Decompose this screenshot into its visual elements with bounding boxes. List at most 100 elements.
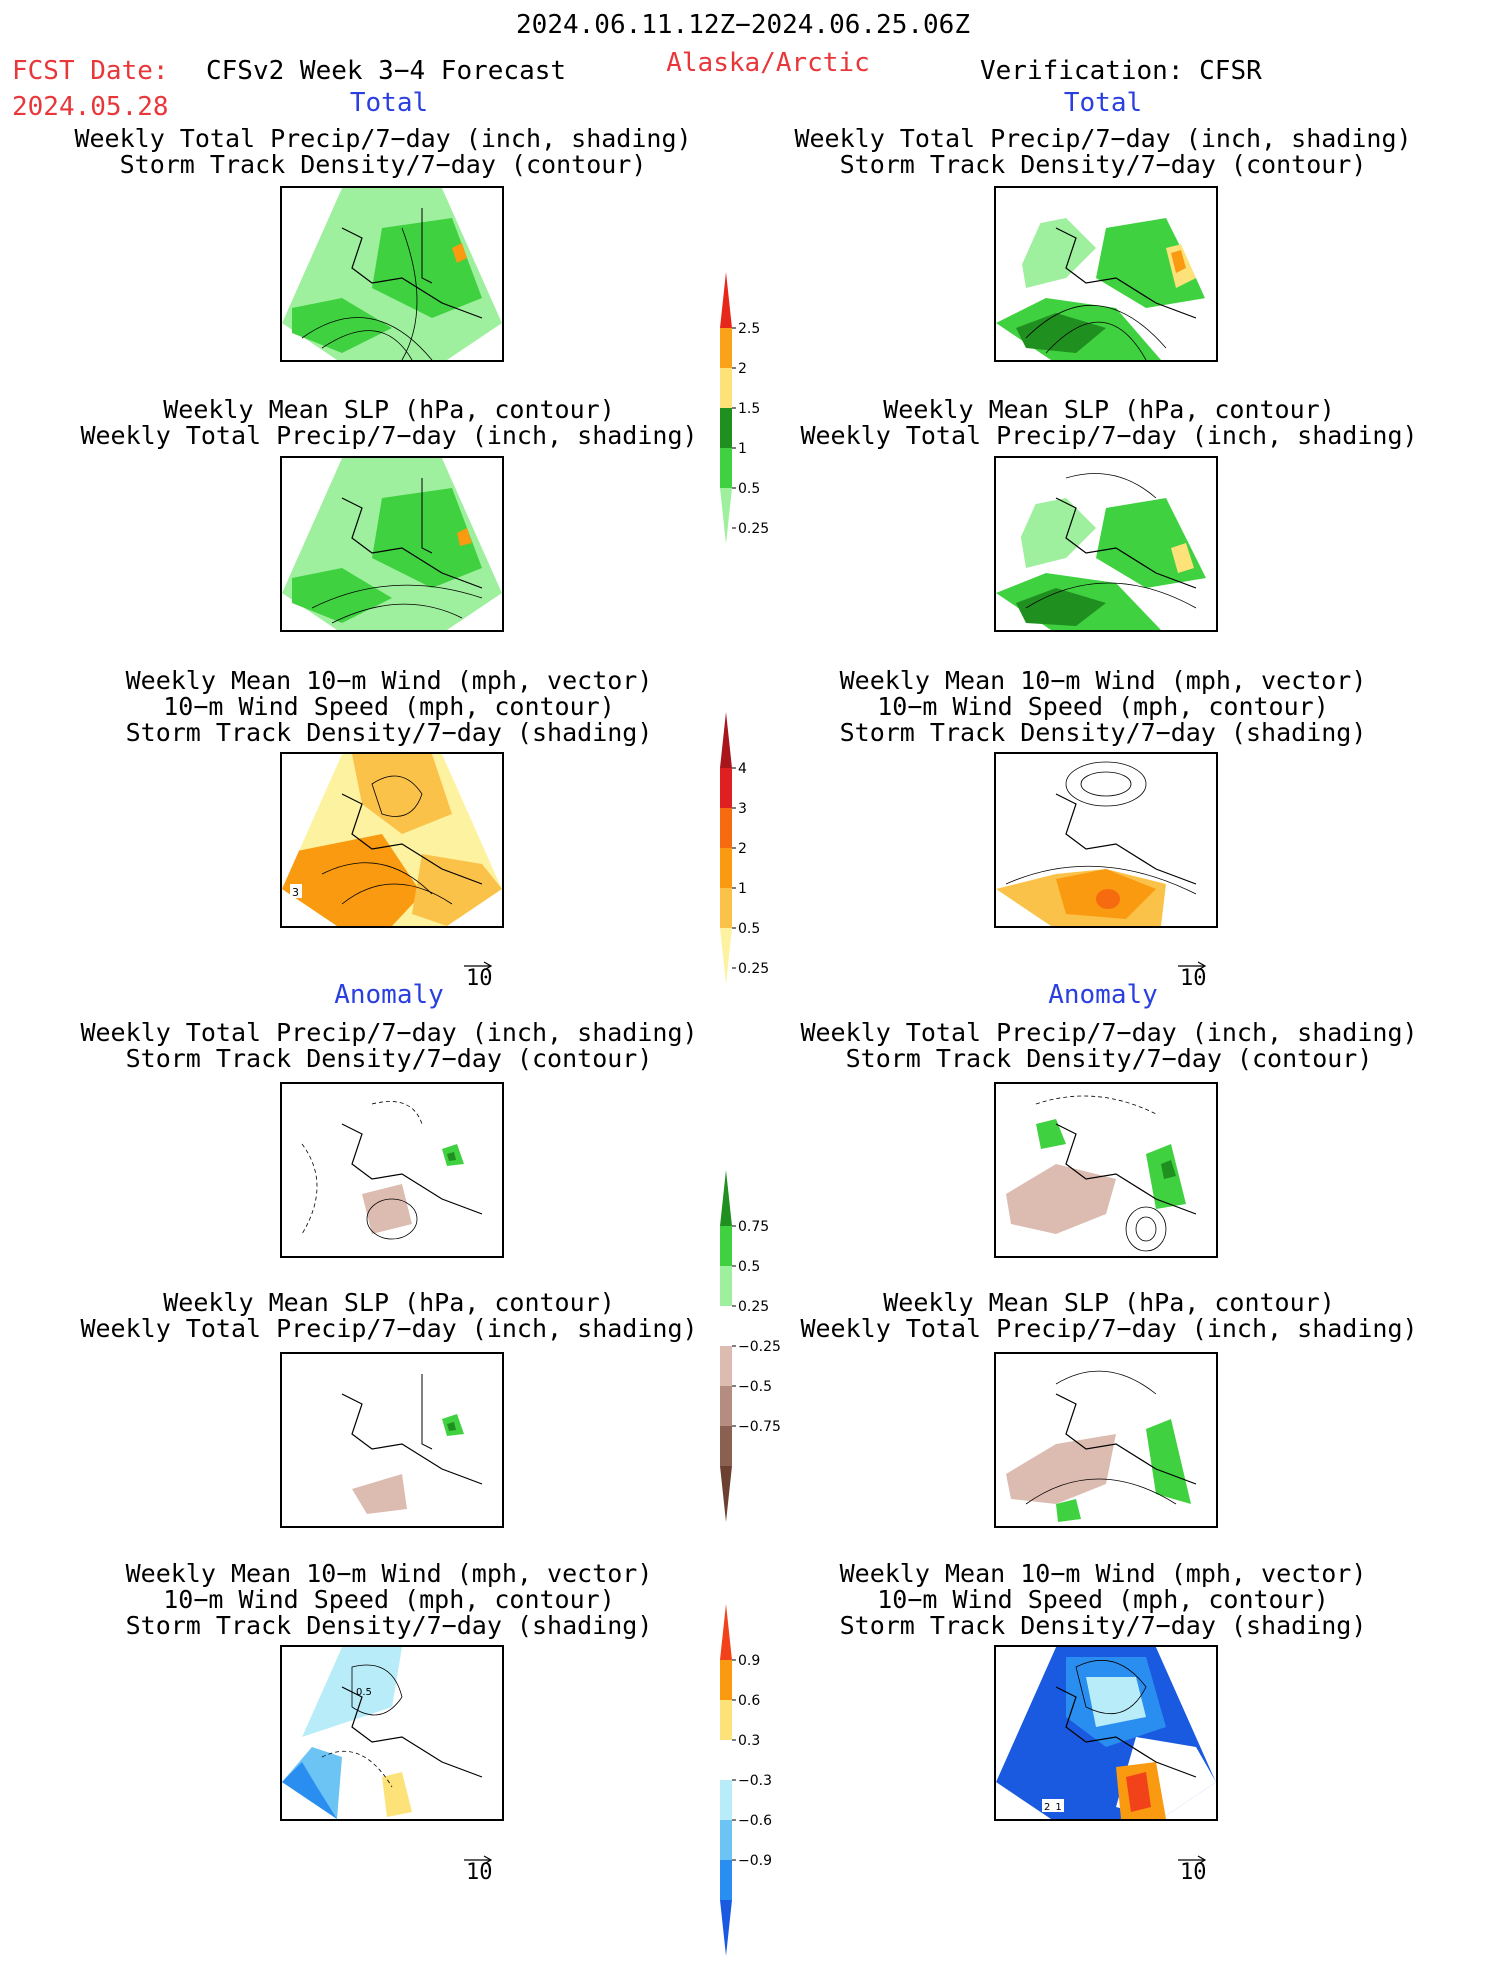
cfs-anom-slp-precip-map: [280, 1352, 504, 1528]
panel-title: Weekly Mean 10−m Wind (mph, vector) 10−m …: [125, 666, 653, 747]
colorbar-tick-label: −0.5: [738, 1379, 772, 1395]
colorbar-precip-anom: 0.75 0.5 0.25 −0.25 −0.5 −0.75: [720, 1166, 781, 1530]
colorbar-segment: [720, 808, 732, 848]
colorbar-tick-label: 1: [738, 881, 747, 897]
colorbar-tick-label: 0.25: [738, 521, 769, 537]
colorbar-segment: [720, 272, 732, 328]
colorbar-tick-label: 2.5: [738, 321, 760, 337]
colorbar-tick-label: 1: [738, 441, 747, 457]
cfs-total-slp-precip-map: [280, 456, 504, 632]
panel-title: Weekly Mean SLP (hPa, contour) Weekly Tot…: [80, 395, 698, 450]
colorbar-segment: [720, 1266, 732, 1306]
colorbar-tick-label: 0.5: [738, 481, 760, 497]
colorbar-precip-total: 2.5 2 1.5 1 0.5 0.25: [720, 268, 780, 552]
panel-title: Weekly Mean 10−m Wind (mph, vector) 10−m …: [839, 666, 1367, 747]
cfsr-anom-slp-precip-map: [994, 1352, 1218, 1528]
colorbar-tick-label: −0.25: [738, 1339, 781, 1355]
panel-title: Weekly Mean SLP (hPa, contour) Weekly Tot…: [800, 1288, 1418, 1343]
colorbar-segment: [720, 1466, 732, 1522]
colorbar-tick-label: 0.75: [738, 1219, 769, 1235]
vector-ref-label: 10: [1180, 966, 1207, 991]
colorbar-segment: [720, 408, 732, 448]
valid-period: 2024.06.11.12Z−2024.06.25.06Z: [516, 10, 970, 40]
colorbar-segment: [720, 1820, 732, 1860]
colorbar-segment: [720, 1860, 732, 1900]
vector-ref-arrow-icon: [464, 956, 494, 971]
colorbar-segment: [720, 1660, 732, 1700]
fcst-date: 2024.05.28: [12, 92, 169, 122]
vector-ref-arrow-icon: [464, 1850, 494, 1865]
cfsr-total-slp-precip-map: [994, 456, 1218, 632]
colorbar-tick-label: 0.5: [738, 921, 760, 937]
colorbar-segment: [720, 328, 732, 368]
cfsr-total-wind-storm-map: [994, 752, 1218, 928]
cfs-total-precip-storm-map: [280, 186, 504, 362]
colorbar-tick-label: 2: [738, 841, 747, 857]
vector-ref-label: 10: [466, 966, 493, 991]
section-anomaly-right: Anomaly: [1048, 980, 1158, 1010]
colorbar-tick-label: −0.3: [738, 1773, 772, 1789]
cfsr-total-precip-storm-map: [994, 186, 1218, 362]
colorbar-tick-label: 0.25: [738, 961, 769, 977]
cfs-anom-precip-storm-map: [280, 1082, 504, 1258]
region-label: Alaska/Arctic: [666, 48, 870, 78]
colorbar-storm-total: 4 3 2 1 0.5 0.25: [720, 708, 780, 992]
colorbar-segment: [720, 1740, 732, 1780]
colorbar-tick-label: 3: [738, 801, 747, 817]
colorbar-segment: [720, 1604, 732, 1660]
colorbar-tick-label: 0.9: [738, 1653, 760, 1669]
colorbar-tick-label: 1.5: [738, 401, 760, 417]
panel-title: Weekly Mean 10−m Wind (mph, vector) 10−m …: [839, 1559, 1367, 1640]
contour-label: 0.5: [356, 1687, 372, 1698]
fcst-date-label: FCST Date:: [12, 56, 169, 86]
contour-label: 2 1: [1044, 1802, 1062, 1813]
vector-ref-arrow-icon: [1178, 1850, 1208, 1865]
colorbar-segment: [720, 1900, 732, 1956]
section-total-right: Total: [1063, 88, 1143, 118]
cfsr-anom-wind-storm-map: 2 1: [994, 1645, 1218, 1821]
colorbar-segment: [720, 448, 732, 488]
colorbar-segment: [720, 1780, 732, 1820]
colorbar-tick-label: −0.6: [738, 1813, 772, 1829]
panel-title: Weekly Total Precip/7−day (inch, shading…: [794, 124, 1412, 179]
model-label: CFSv2 Week 3−4 Forecast: [206, 56, 567, 86]
section-anomaly-left: Anomaly: [334, 980, 444, 1010]
colorbar-tick-label: −0.9: [738, 1853, 772, 1869]
panel-title: Weekly Mean SLP (hPa, contour) Weekly Tot…: [80, 1288, 698, 1343]
colorbar-segment: [720, 1170, 732, 1226]
colorbar-segment: [720, 848, 732, 888]
colorbar-segment: [720, 1700, 732, 1740]
panel-title: Weekly Total Precip/7−day (inch, shading…: [80, 1018, 698, 1073]
vector-ref-arrow-icon: [1178, 956, 1208, 971]
section-total-left: Total: [349, 88, 429, 118]
vector-ref-label: 10: [466, 1860, 493, 1885]
colorbar-segment: [720, 888, 732, 928]
colorbar-storm-anom: 0.9 0.6 0.3 −0.3 −0.6 −0.9: [720, 1600, 780, 1964]
panel-title: Weekly Total Precip/7−day (inch, shading…: [74, 124, 692, 179]
colorbar-tick-label: 0.3: [738, 1733, 760, 1749]
cfs-anom-wind-storm-map: 0.5: [280, 1645, 504, 1821]
contour-label: 3: [292, 886, 299, 899]
colorbar-tick-label: 0.5: [738, 1259, 760, 1275]
colorbar-segment: [720, 1426, 732, 1466]
cfs-total-wind-storm-map: 3: [280, 752, 504, 928]
colorbar-segment: [720, 768, 732, 808]
colorbar-segment: [720, 1226, 732, 1266]
colorbar-segment: [720, 488, 732, 544]
colorbar-tick-label: 4: [738, 761, 747, 777]
colorbar-tick-label: 0.6: [738, 1693, 760, 1709]
colorbar-segment: [720, 712, 732, 768]
panel-title: Weekly Mean SLP (hPa, contour) Weekly Tot…: [800, 395, 1418, 450]
colorbar-tick-label: 2: [738, 361, 747, 377]
colorbar-segment: [720, 1386, 732, 1426]
vector-ref-label: 10: [1180, 1860, 1207, 1885]
colorbar-tick-label: 0.25: [738, 1299, 769, 1315]
colorbar-segment: [720, 368, 732, 408]
panel-title: Weekly Mean 10−m Wind (mph, vector) 10−m …: [125, 1559, 653, 1640]
cfsr-anom-precip-storm-map: [994, 1082, 1218, 1258]
verification-label: Verification: CFSR: [980, 56, 1262, 86]
colorbar-segment: [720, 928, 732, 984]
colorbar-tick-label: −0.75: [738, 1419, 781, 1435]
colorbar-segment: [720, 1306, 732, 1346]
panel-title: Weekly Total Precip/7−day (inch, shading…: [800, 1018, 1418, 1073]
